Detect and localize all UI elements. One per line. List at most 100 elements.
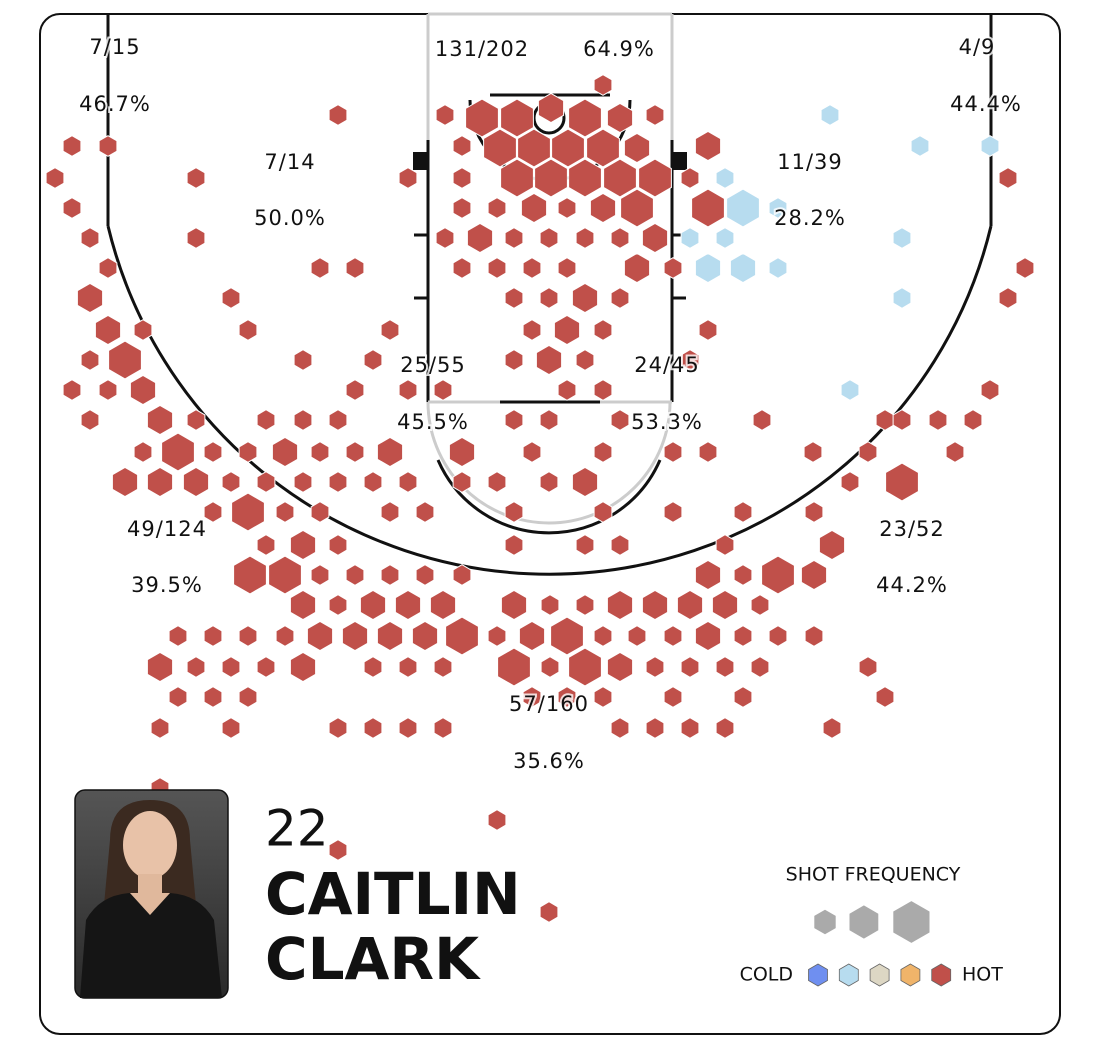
hex [504,409,524,431]
hex [256,656,276,678]
hex [203,441,223,463]
legend-hot: HOT [962,964,1003,986]
hex [310,441,330,463]
hex [452,471,472,493]
hex [168,686,188,708]
hex [733,625,753,647]
hex [517,128,551,168]
zone-made: 57/160 [509,692,589,716]
hex [768,257,788,279]
hex [1015,257,1035,279]
hex [203,625,223,647]
legend-color-hex [838,963,859,987]
hex [328,717,348,739]
hex [623,132,651,164]
hex [620,188,654,228]
hex [186,409,206,431]
zone-pct: 64.9% [583,37,655,61]
zone-made: 7/14 [264,150,315,174]
hex [539,409,559,431]
hex [694,252,722,284]
hex [694,130,722,162]
hex [680,656,700,678]
hex [733,564,753,586]
zone-pct: 28.2% [774,206,846,230]
hex [571,282,599,314]
zone-pct: 50.0% [254,206,326,230]
hex [892,227,912,249]
hex [998,287,1018,309]
hex [945,441,965,463]
hex [691,188,725,228]
hex [858,656,878,678]
hex [610,534,630,556]
hex [108,340,142,380]
hex [557,257,577,279]
hex [345,379,365,401]
legend-cold: COLD [740,964,793,986]
hex [715,167,735,189]
hex [328,409,348,431]
hex [376,620,404,652]
hex [729,252,757,284]
hex [575,594,595,616]
hex-layer [45,74,1035,923]
legend-size-hex [849,905,879,939]
hex [610,287,630,309]
hex [133,319,153,341]
hex [186,656,206,678]
hex [593,501,613,523]
zone-made: 7/15 [89,35,140,59]
hex [398,471,418,493]
legend-color-hex [900,963,921,987]
hex [540,594,560,616]
hex [504,501,524,523]
hex [466,222,494,254]
hex [328,839,348,861]
hex [698,441,718,463]
hex [500,589,528,621]
hex [885,462,919,502]
hex [238,686,258,708]
hex [589,192,617,224]
hex [980,379,1000,401]
hex [487,471,507,493]
hex [820,104,840,126]
hex [680,717,700,739]
hex [768,197,788,219]
hex [504,287,524,309]
zone-made: 24/45 [634,353,700,377]
hex [804,625,824,647]
hex [593,686,613,708]
zone-made: 11/39 [777,150,843,174]
free-throw-circle [426,401,672,525]
hex [203,501,223,523]
hex [522,257,542,279]
free-throw-circle [436,459,662,535]
hex [663,625,683,647]
hex [593,441,613,463]
hex [535,344,563,376]
hex [328,534,348,556]
hex [550,616,584,656]
hex [238,625,258,647]
hex [553,314,581,346]
zone-pct: 44.4% [950,92,1022,116]
hex [328,471,348,493]
hex [875,409,895,431]
hex [293,409,313,431]
hex [452,197,472,219]
hex [715,534,735,556]
hex [238,441,258,463]
hex [182,466,210,498]
block [413,152,427,170]
legend [808,901,952,987]
hex [411,620,439,652]
hex [761,555,795,595]
hex [733,686,753,708]
hex [676,589,704,621]
hex [341,620,369,652]
hex [256,534,276,556]
hex [238,319,258,341]
